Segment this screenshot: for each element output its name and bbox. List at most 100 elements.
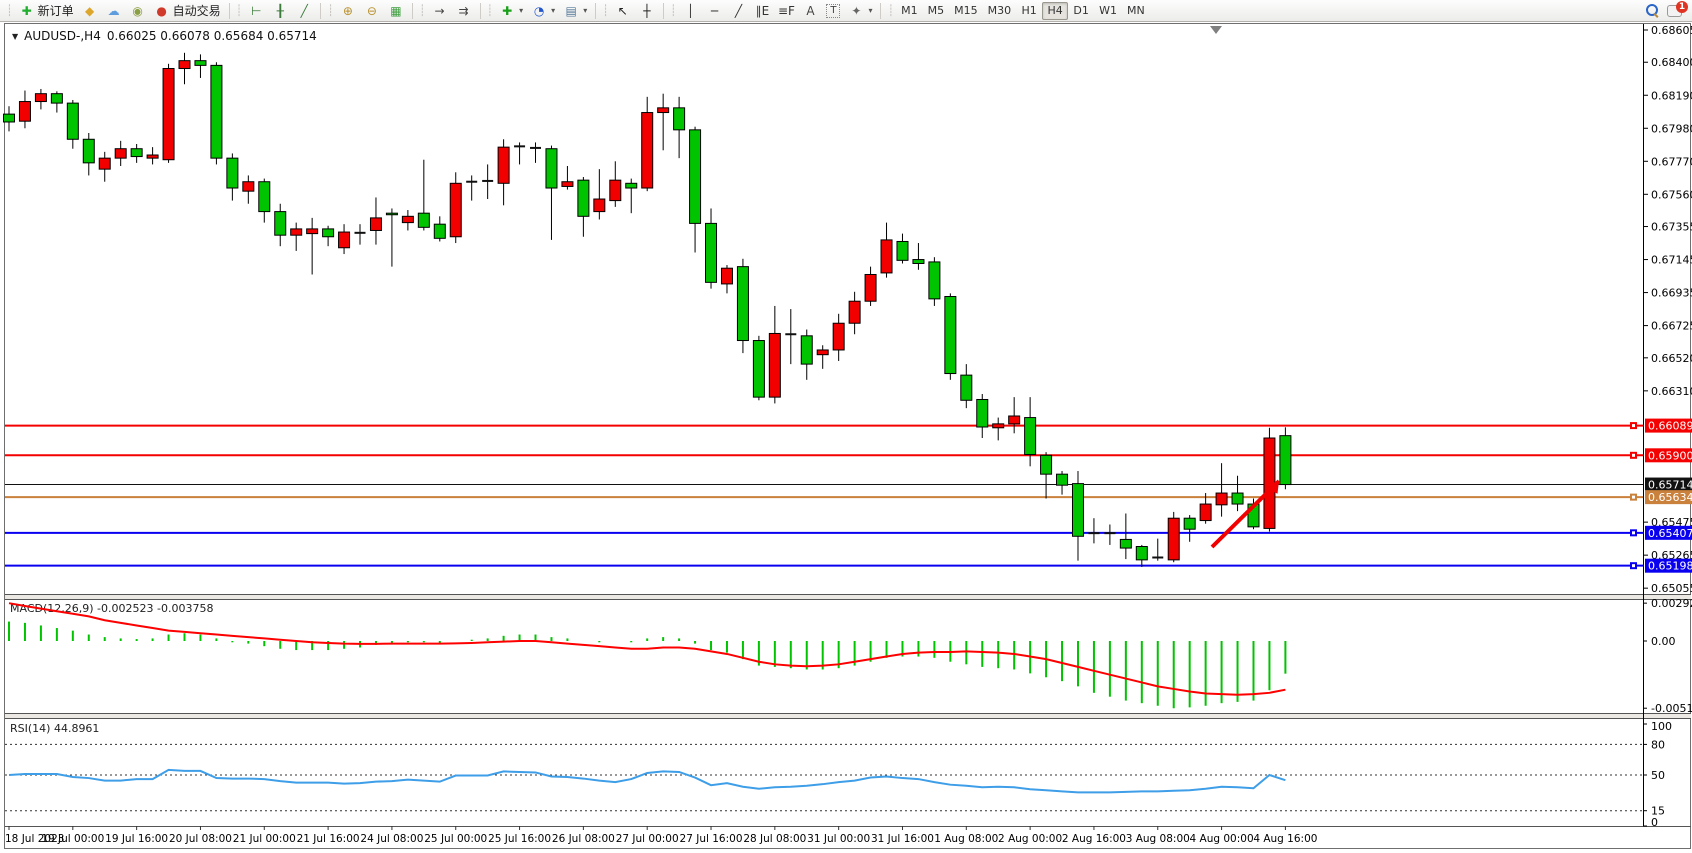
svg-text:0.65198: 0.65198 xyxy=(1648,560,1692,573)
candlestick-chart-button[interactable]: ╂ xyxy=(268,1,292,21)
time-label[interactable]: 26 Jul 08:00 xyxy=(552,833,615,845)
zoom-out-button[interactable]: ⊖ xyxy=(360,1,384,21)
time-label[interactable]: 25 Jul 16:00 xyxy=(488,833,551,845)
auto-scroll-button[interactable]: → xyxy=(428,1,452,21)
time-label[interactable]: 31 Jul 00:00 xyxy=(807,833,870,845)
timeframe-h1[interactable]: H1 xyxy=(1021,4,1037,17)
horizontal-line-button[interactable]: ─ xyxy=(702,1,726,21)
collapse-triangle-icon[interactable]: ▼ xyxy=(12,31,19,41)
cursor-button[interactable]: ↖ xyxy=(611,1,635,21)
timeframe-h4[interactable]: H4 xyxy=(1042,1,1069,20)
bear-candle xyxy=(226,157,239,189)
chart-shift-icon: ⇉ xyxy=(458,3,469,18)
templates-button[interactable]: ▤ ▾ xyxy=(559,1,591,21)
rsi-axis-tick: 80 xyxy=(1651,738,1665,751)
trend-arrow[interactable] xyxy=(1210,479,1281,549)
search-icon[interactable] xyxy=(1646,4,1659,17)
bull-candle xyxy=(449,182,462,238)
bull-candle xyxy=(401,215,414,224)
timeframe-mn[interactable]: MN xyxy=(1126,4,1145,17)
timeframe-m5[interactable]: M5 xyxy=(927,4,945,17)
trendline-button[interactable]: ╱ xyxy=(726,1,750,21)
fibonacci-icon: ≡F xyxy=(777,3,795,18)
signals-button[interactable]: ◉ xyxy=(126,1,150,21)
bull-candle xyxy=(657,107,670,114)
text-button[interactable]: A xyxy=(798,1,822,21)
clock-icon: ◔ xyxy=(533,3,545,18)
timeframe-w1[interactable]: W1 xyxy=(1099,4,1117,17)
notifications-icon[interactable]: 1 xyxy=(1667,0,1688,17)
time-label[interactable]: 1 Aug 08:00 xyxy=(934,833,998,845)
time-label[interactable]: 3 Aug 08:00 xyxy=(1126,833,1190,845)
channel-button[interactable]: ∥E xyxy=(750,1,774,21)
bull-candle xyxy=(1215,492,1228,506)
chart-shift-button[interactable]: ⇉ xyxy=(452,1,476,21)
text-label-button[interactable]: T xyxy=(822,1,844,21)
bar-chart-button[interactable]: ⊢ xyxy=(244,1,268,21)
crosshair-button[interactable]: ┼ xyxy=(635,1,659,21)
bear-candle xyxy=(1231,492,1244,505)
rsi-axis-tick: 100 xyxy=(1651,720,1672,733)
pane-separator-2[interactable] xyxy=(5,713,1691,719)
time-label[interactable]: 24 Jul 08:00 xyxy=(360,833,423,845)
time-label[interactable]: 20 Jul 08:00 xyxy=(169,833,232,845)
bear-candle xyxy=(210,64,223,159)
time-label[interactable]: 25 Jul 00:00 xyxy=(424,833,487,845)
periods-button[interactable]: ◔ ▾ xyxy=(527,1,559,21)
time-label[interactable]: 31 Jul 16:00 xyxy=(871,833,934,845)
price-tick: 0.66520 xyxy=(1651,352,1692,365)
bear-candle xyxy=(705,222,718,283)
bear-candle xyxy=(1135,546,1148,561)
fibonacci-button[interactable]: ≡F xyxy=(774,1,798,21)
time-label[interactable]: 4 Aug 16:00 xyxy=(1253,833,1317,845)
bull-candle xyxy=(609,179,622,202)
text-label-icon: T xyxy=(826,3,841,18)
arrows-button[interactable]: ✦ ▾ xyxy=(844,1,876,21)
vertical-line-button[interactable]: │ xyxy=(678,1,702,21)
time-label[interactable]: 27 Jul 00:00 xyxy=(616,833,679,845)
bull-candle xyxy=(497,146,510,184)
timeframe-d1[interactable]: D1 xyxy=(1073,4,1089,17)
new-order-button[interactable]: ✚ 新订单 xyxy=(15,1,78,21)
bull-candle xyxy=(593,198,606,213)
notification-badge: 1 xyxy=(1676,0,1688,13)
time-label[interactable]: 18 Jul 2023 xyxy=(5,833,64,845)
cursor-arrow-icon: ↖ xyxy=(617,3,628,18)
community-button[interactable]: ☁ xyxy=(102,1,126,21)
timeframe-m1[interactable]: M1 xyxy=(901,4,918,17)
time-label[interactable]: 21 Jul 16:00 xyxy=(297,833,360,845)
pane-separator-1[interactable] xyxy=(5,594,1691,600)
metaeditor-button[interactable]: ◆ xyxy=(78,1,102,21)
bull-candle xyxy=(848,300,861,324)
timeframe-m15[interactable]: M15 xyxy=(954,4,978,17)
bull-candle xyxy=(832,322,845,351)
time-label[interactable]: 27 Jul 16:00 xyxy=(680,833,743,845)
autotrading-button[interactable]: ● 自动交易 xyxy=(150,1,225,21)
time-label[interactable]: 19 Jul 16:00 xyxy=(105,833,168,845)
indicators-button[interactable]: ✚ ▾ xyxy=(495,1,527,21)
rsi-label: RSI(14) 44.8961 xyxy=(10,722,99,735)
time-label[interactable]: 19 Jul 00:00 xyxy=(41,833,104,845)
time-label[interactable]: 21 Jul 00:00 xyxy=(233,833,296,845)
line-chart-button[interactable]: ╱ xyxy=(292,1,316,21)
time-label[interactable]: 4 Aug 00:00 xyxy=(1190,833,1254,845)
chart-shift-marker[interactable] xyxy=(1210,26,1222,34)
chart-canvas[interactable]: 0.68605 0.68400 0.68190 0.67980 0.67770 0.675… xyxy=(0,22,1692,849)
time-label[interactable]: 2 Aug 16:00 xyxy=(1062,833,1126,845)
auto-scroll-icon: → xyxy=(434,3,445,18)
zoom-in-button[interactable]: ⊕ xyxy=(336,1,360,21)
tile-windows-button[interactable]: ▦ xyxy=(384,1,408,21)
bear-candle xyxy=(944,296,957,375)
time-label[interactable]: 28 Jul 08:00 xyxy=(743,833,806,845)
svg-text:0.65714: 0.65714 xyxy=(1648,479,1692,492)
macd-signal-line xyxy=(8,602,1286,696)
bear-candle xyxy=(673,107,686,131)
bull-candle xyxy=(1167,517,1180,561)
bear-candle xyxy=(194,60,207,66)
timeframe-m30[interactable]: M30 xyxy=(987,4,1012,17)
pivot-line-price-label xyxy=(1645,490,1692,505)
bear-candle xyxy=(66,102,79,140)
time-label[interactable]: 2 Aug 00:00 xyxy=(998,833,1062,845)
bull-candle xyxy=(880,239,893,274)
bear-candle xyxy=(130,148,143,158)
